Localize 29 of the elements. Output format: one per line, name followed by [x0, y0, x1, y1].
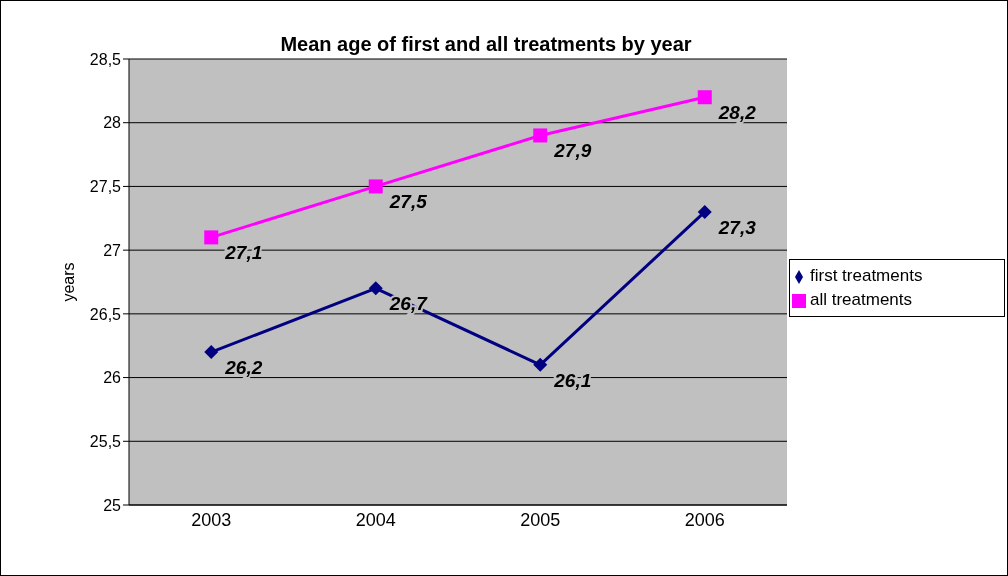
x-tick-label: 2006 — [684, 509, 725, 530]
y-tick-label: 25,5 — [89, 432, 122, 450]
x-tick-label: 2005 — [520, 509, 561, 530]
data-label: 27,3 — [717, 216, 757, 238]
y-tick-label: 27,5 — [89, 178, 122, 196]
data-label: 26,2 — [224, 357, 263, 379]
legend-label: first treatments — [810, 266, 923, 285]
point — [533, 357, 548, 372]
point — [368, 179, 383, 194]
data-label: 28,2 — [717, 102, 757, 124]
point — [697, 90, 712, 105]
y-tick-label: 27 — [103, 241, 122, 259]
point — [204, 230, 219, 245]
y-axis-title: years — [59, 262, 77, 302]
y-tick-label: 28,5 — [89, 50, 122, 68]
point — [368, 281, 383, 296]
point — [204, 345, 219, 360]
data-label: 27,9 — [553, 140, 592, 162]
point — [533, 128, 548, 143]
data-label: 27,5 — [388, 191, 428, 213]
legend-label: all treatments — [810, 290, 913, 309]
x-tick-label: 2004 — [355, 509, 396, 530]
point — [697, 204, 712, 219]
chart-title: Mean age of first and all treatments by year — [280, 33, 692, 55]
y-tick-label: 26,5 — [89, 305, 122, 323]
y-tick-label: 26 — [103, 369, 122, 387]
y-tick-label: 25 — [103, 496, 122, 514]
y-tick-label: 28 — [103, 114, 122, 132]
x-tick-label: 2003 — [191, 509, 232, 530]
